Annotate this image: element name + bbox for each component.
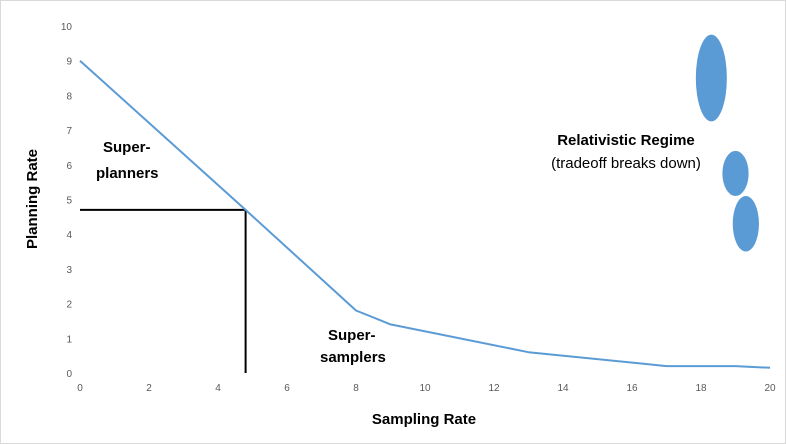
series-layer xyxy=(79,59,771,369)
reference-lines xyxy=(80,208,247,373)
annotation-super-samplers-line2: samplers xyxy=(320,349,386,366)
y-tick-label: 4 xyxy=(66,230,72,241)
annotation-super-planners-line2: planners xyxy=(96,165,159,182)
y-tick-label: 10 xyxy=(61,22,73,33)
blob-layer xyxy=(695,34,759,252)
y-tick-label: 5 xyxy=(66,196,72,207)
x-tick-label: 16 xyxy=(626,383,638,394)
y-axis-ticks: 0 1 2 3 4 5 6 7 8 9 10 xyxy=(61,22,73,380)
x-tick-label: 18 xyxy=(695,383,707,394)
x-tick-label: 10 xyxy=(419,383,431,394)
y-tick-label: 8 xyxy=(66,91,72,102)
x-tick-label: 14 xyxy=(557,383,569,394)
y-axis-title: Planning Rate xyxy=(24,149,41,249)
annotation-super-planners-line1: Super- xyxy=(103,139,151,156)
y-tick-label: 7 xyxy=(66,126,72,137)
x-tick-label: 0 xyxy=(77,383,83,394)
relativistic-blob xyxy=(722,150,749,197)
annotation-relativistic-title: Relativistic Regime xyxy=(557,132,695,149)
x-axis-title: Sampling Rate xyxy=(372,411,476,428)
x-tick-label: 20 xyxy=(764,383,776,394)
y-tick-label: 6 xyxy=(66,161,72,172)
x-tick-label: 2 xyxy=(146,383,152,394)
relativistic-blob xyxy=(695,34,727,122)
y-tick-label: 2 xyxy=(66,300,72,311)
y-tick-label: 9 xyxy=(66,57,72,68)
relativistic-blob xyxy=(732,196,759,252)
annotation-relativistic-subtitle: (tradeoff breaks down) xyxy=(551,155,701,172)
y-tick-label: 1 xyxy=(66,334,72,345)
x-tick-label: 8 xyxy=(353,383,359,394)
series-line xyxy=(79,59,771,369)
x-tick-label: 4 xyxy=(215,383,221,394)
x-tick-label: 12 xyxy=(488,383,500,394)
y-tick-label: 3 xyxy=(66,265,72,276)
y-tick-label: 0 xyxy=(66,369,72,380)
annotation-super-samplers-line1: Super- xyxy=(328,327,376,344)
x-tick-label: 6 xyxy=(284,383,290,394)
x-axis-ticks: 0 2 4 6 8 10 12 14 16 18 20 xyxy=(77,383,776,394)
